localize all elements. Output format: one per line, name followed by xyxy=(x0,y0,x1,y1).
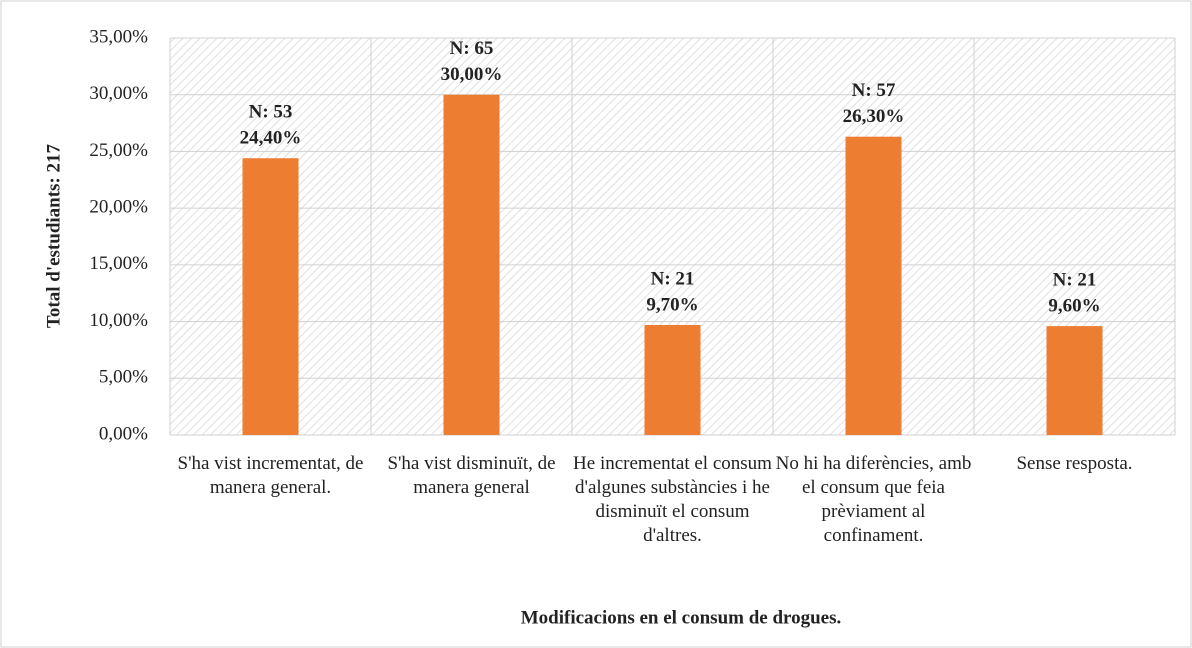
value-label: 9,60% xyxy=(1048,295,1100,316)
bar xyxy=(644,324,701,435)
y-tick-label: 25,00% xyxy=(89,140,148,161)
y-tick-label: 30,00% xyxy=(89,83,148,104)
x-tick-label: He incrementat el consum d'algunes subst… xyxy=(573,453,772,546)
count-label: N: 57 xyxy=(852,80,896,101)
value-label: 26,30% xyxy=(843,106,905,127)
y-axis-title: Total d'estudiants: 217 xyxy=(43,143,64,328)
bar xyxy=(242,158,299,435)
bar xyxy=(1046,326,1103,435)
y-tick-label: 35,00% xyxy=(89,26,148,47)
x-axis-title: Modificacions en el consum de drogues. xyxy=(521,607,842,628)
x-tick-label: No hi ha diferències, amb el consum que … xyxy=(775,453,972,546)
x-tick-label: Sense resposta. xyxy=(1016,453,1133,474)
value-label: 9,70% xyxy=(646,294,698,315)
y-tick-label: 10,00% xyxy=(89,310,148,331)
count-label: N: 65 xyxy=(450,38,494,59)
count-label: N: 21 xyxy=(1053,269,1097,290)
x-tick-label: S'ha vist incrementat, de manera general… xyxy=(177,453,364,498)
y-tick-label: 20,00% xyxy=(89,197,148,218)
count-label: N: 21 xyxy=(651,268,695,289)
value-label: 24,40% xyxy=(240,128,302,149)
y-tick-label: 15,00% xyxy=(89,253,148,274)
y-tick-label: 5,00% xyxy=(99,367,148,388)
bar xyxy=(845,136,902,435)
x-tick-label: S'ha vist disminuït, de manera general xyxy=(387,453,556,498)
bar xyxy=(443,94,500,435)
count-label: N: 53 xyxy=(249,102,293,123)
value-label: 30,00% xyxy=(441,64,503,85)
y-tick-label: 0,00% xyxy=(99,423,148,444)
